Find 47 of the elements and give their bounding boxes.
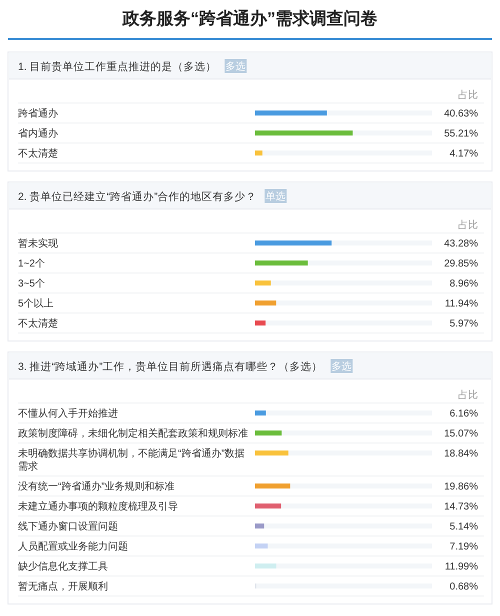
data-label: 40.63% bbox=[444, 108, 478, 120]
data-label: 4.17% bbox=[450, 148, 478, 160]
text: 占比 bbox=[458, 219, 478, 231]
bar bbox=[255, 300, 276, 306]
data-label: 18.84% bbox=[444, 448, 478, 460]
y-tick-label: 3~5个 bbox=[18, 278, 45, 290]
bar bbox=[255, 280, 271, 286]
bar bbox=[255, 320, 266, 326]
chart-subtitle: 单选 bbox=[266, 190, 286, 202]
data-label: 14.73% bbox=[444, 502, 478, 512]
y-tick-label: 跨省通办 bbox=[18, 108, 58, 120]
data-label: 5.14% bbox=[450, 522, 478, 532]
y-tick-label: 没有统一“跨省通办”业务规则和标准 bbox=[18, 480, 175, 492]
y-tick-label: 暂无痛点，开展顺利 bbox=[18, 580, 108, 592]
y-tick-label: 不太清楚 bbox=[18, 148, 58, 160]
y-tick-label: 未明确数据共享协调机制，不能满足“跨省通办”数据需求 bbox=[18, 448, 245, 472]
data-label: 7.19% bbox=[450, 542, 478, 552]
data-label: 55.21% bbox=[444, 128, 478, 140]
data-label: 5.97% bbox=[450, 318, 478, 330]
text: 占比 bbox=[458, 389, 478, 401]
y-tick-label: 不懂从何入手开始推进 bbox=[18, 408, 118, 420]
y-tick-label: 不太清楚 bbox=[18, 318, 58, 330]
data-label: 19.86% bbox=[444, 482, 478, 492]
y-tick-label: 省内通办 bbox=[18, 128, 58, 140]
text: 2. 贵单位已经建立“跨省通办”合作的地区有多少？ bbox=[18, 190, 257, 203]
chart-subtitle: 多选 bbox=[332, 360, 352, 372]
text: 政务服务“跨省通办”需求调查问卷 bbox=[122, 9, 378, 28]
data-label: 0.68% bbox=[450, 582, 478, 592]
data-label: 11.94% bbox=[444, 298, 478, 310]
data-label: 8.96% bbox=[450, 278, 478, 290]
y-tick-label: 未建立通办事项的颗粒度梳理及引导 bbox=[18, 500, 178, 512]
data-label: 6.16% bbox=[450, 408, 478, 420]
text: 1. 目前贵单位工作重点推进的是（多选） bbox=[18, 60, 217, 73]
data-label: 15.07% bbox=[444, 428, 478, 440]
text: 占比 bbox=[458, 89, 478, 101]
y-tick-label: 缺少信息化支撑工具 bbox=[18, 560, 108, 572]
data-label: 43.28% bbox=[444, 238, 478, 250]
y-tick-label: 1~2个 bbox=[18, 258, 45, 270]
data-label: 29.85% bbox=[444, 258, 478, 270]
chart-subtitle: 多选 bbox=[226, 60, 246, 72]
text: 3. 推进“跨域通办”工作，贵单位目前所遇痛点有哪些？（多选） bbox=[18, 360, 323, 373]
y-tick-label: 暂未实现 bbox=[18, 238, 58, 250]
y-tick-label: 政策制度障碍，未细化制定相关配套政策和规则标准 bbox=[18, 428, 248, 440]
y-tick-label: 人员配置或业务能力问题 bbox=[18, 540, 128, 552]
y-tick-label: 5个以上 bbox=[18, 298, 54, 310]
data-label: 11.99% bbox=[444, 562, 478, 572]
y-tick-label: 线下通办窗口设置问题 bbox=[18, 520, 118, 532]
